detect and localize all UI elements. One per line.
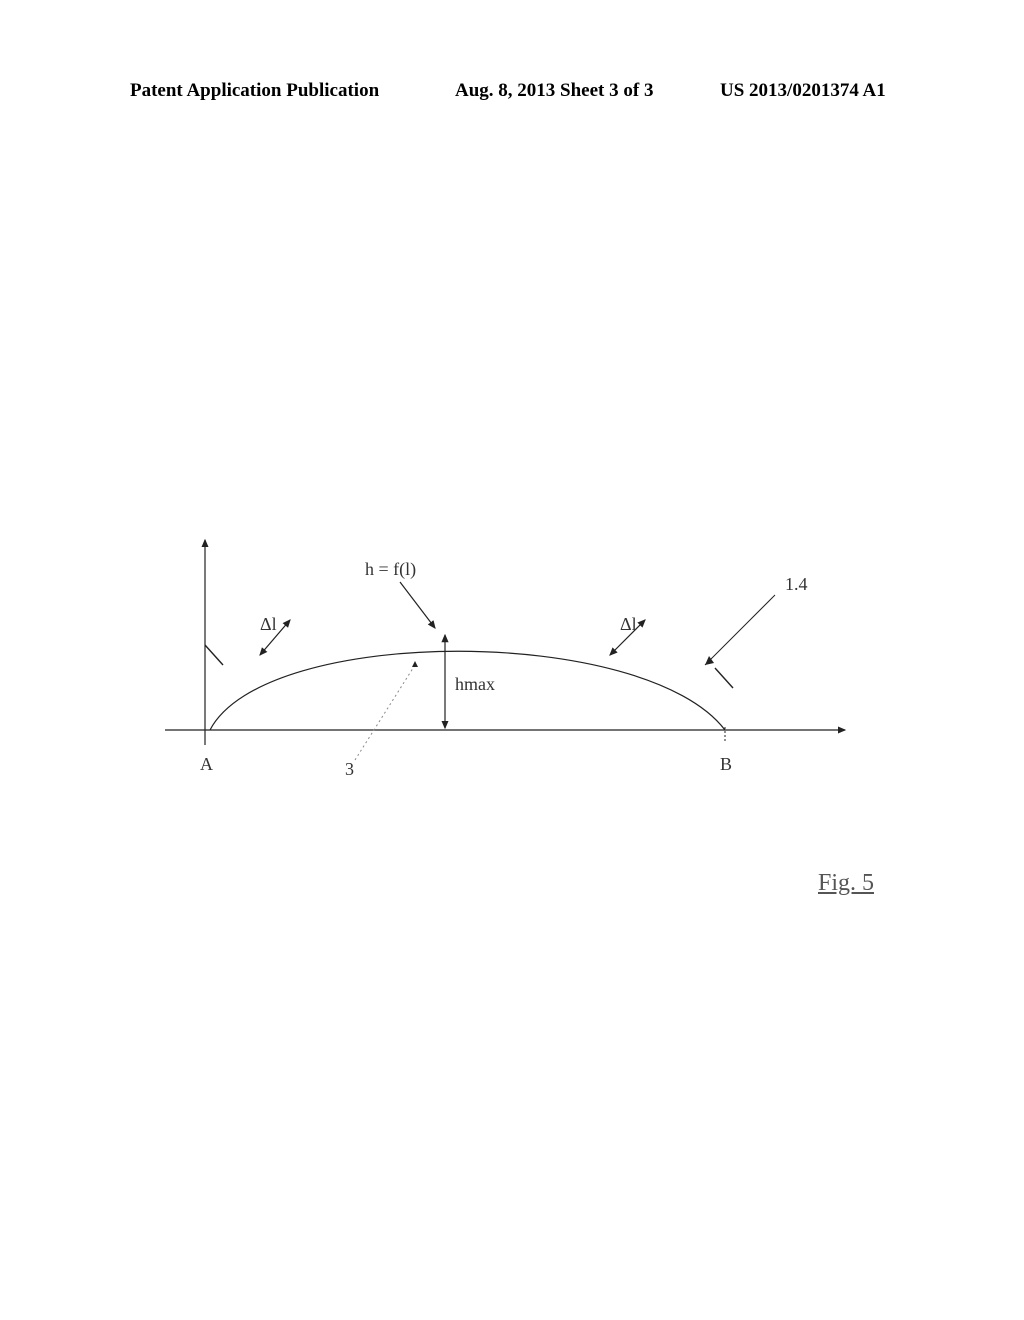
- svg-text:B: B: [720, 754, 732, 774]
- header-right: US 2013/0201374 A1: [720, 80, 886, 102]
- header-left: Patent Application Publication: [130, 80, 379, 102]
- figure-5-diagram: h = f(l) Δl Δl hmax A B 3 1.4: [145, 520, 885, 850]
- svg-text:A: A: [200, 754, 213, 774]
- svg-text:Δl: Δl: [260, 614, 277, 634]
- svg-text:hmax: hmax: [455, 674, 495, 694]
- svg-text:h = f(l): h = f(l): [365, 559, 416, 580]
- svg-text:1.4: 1.4: [785, 574, 808, 594]
- figure-caption: Fig. 5: [818, 870, 874, 897]
- svg-text:Δl: Δl: [620, 614, 637, 634]
- svg-text:3: 3: [345, 759, 354, 779]
- header-center: Aug. 8, 2013 Sheet 3 of 3: [455, 80, 653, 102]
